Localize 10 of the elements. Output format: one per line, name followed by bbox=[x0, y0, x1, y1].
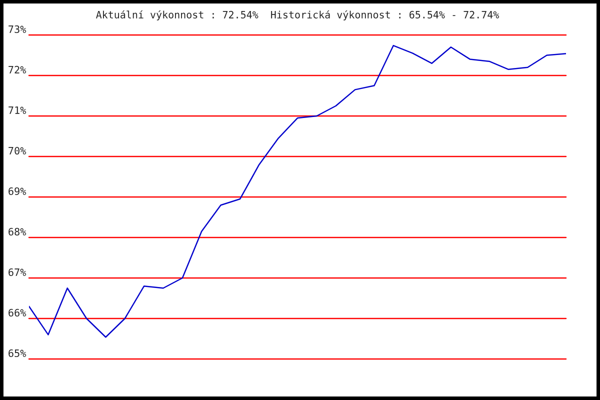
y-tick-label: 65% bbox=[8, 349, 26, 358]
chart-title: Aktuální výkonnost : 72.54% Historická výkonnost : 65.54% - 72.74% bbox=[96, 10, 500, 20]
y-tick-label: 71% bbox=[8, 106, 26, 114]
y-tick-label: 67% bbox=[8, 268, 26, 276]
y-tick-label: 69% bbox=[8, 187, 26, 196]
y-tick-label: 68% bbox=[8, 228, 26, 236]
y-tick-label: 73% bbox=[8, 25, 26, 34]
y-tick-label: 66% bbox=[8, 308, 26, 317]
y-tick-label: 72% bbox=[8, 66, 26, 74]
y-tick-label: 70% bbox=[8, 146, 26, 155]
